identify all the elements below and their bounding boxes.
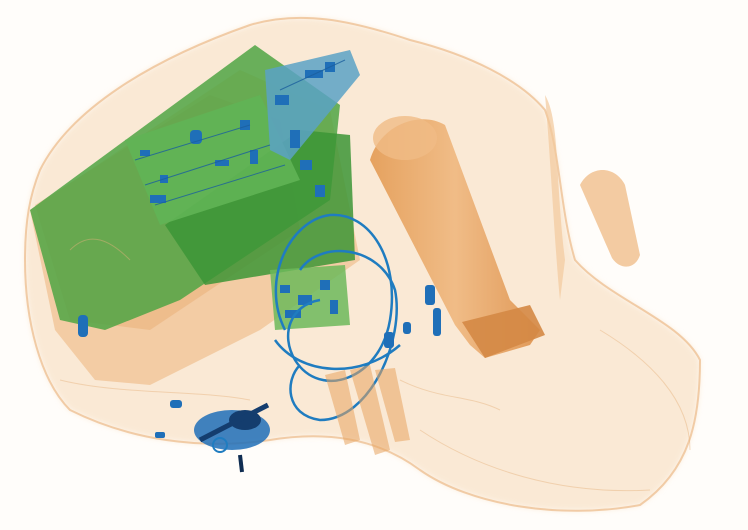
fabric-texture [59, 238, 691, 492]
keys-cluster [194, 402, 270, 473]
cable-loop [273, 213, 401, 422]
bottle [370, 116, 545, 358]
shoe-fragment [545, 95, 640, 300]
circuit-board [125, 50, 360, 225]
circuit-board [270, 265, 350, 330]
zipper-pulls [78, 285, 441, 438]
bag-strap [325, 365, 410, 455]
